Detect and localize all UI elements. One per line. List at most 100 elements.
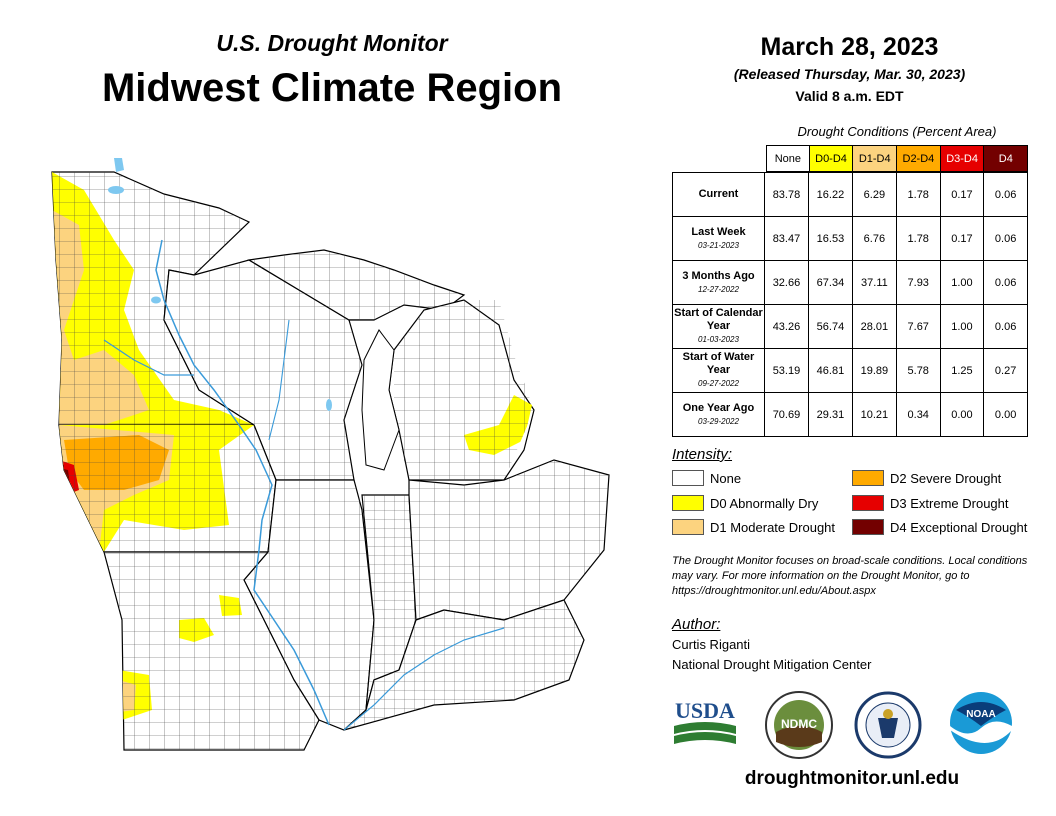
usda-logo-text: USDA xyxy=(675,698,735,723)
table-column-header: D1-D4 xyxy=(853,145,898,172)
lake-red xyxy=(108,186,124,194)
drought-map xyxy=(44,150,632,780)
table-row-label: One Year Ago 03-29-2022 xyxy=(672,392,765,437)
lake-mille-lacs xyxy=(151,296,161,304)
iowa-drought xyxy=(59,425,276,552)
doc-seal-logo xyxy=(854,691,922,759)
table-cell: 46.81 xyxy=(807,348,853,393)
table-cell: 6.29 xyxy=(851,172,897,217)
lake-michigan xyxy=(361,329,400,471)
region-map-svg xyxy=(51,158,610,751)
row-label-text: Start of Calendar Year xyxy=(674,307,763,332)
row-label-text: Current xyxy=(698,188,739,200)
row-label-date: 03-21-2023 xyxy=(698,240,739,250)
table-cell: 19.89 xyxy=(851,348,897,393)
usda-logo: USDA xyxy=(674,698,736,744)
author-organization: National Drought Mitigation Center xyxy=(672,657,872,672)
noaa-logo-text: NOAA xyxy=(966,709,995,720)
table-column-header: D4 xyxy=(984,145,1029,172)
noaa-logo: NOAA xyxy=(950,692,1012,754)
map-date: March 28, 2023 xyxy=(760,33,939,61)
row-label-date: 09-27-2022 xyxy=(698,379,739,388)
author-heading: Author: xyxy=(672,616,721,633)
drought-monitor-url[interactable]: droughtmonitor.unl.edu xyxy=(744,768,960,789)
legend-swatch xyxy=(672,470,704,486)
legend-label: D4 Exceptional Drought xyxy=(890,519,1028,535)
legend-label: D2 Severe Drought xyxy=(890,470,1002,486)
table-cell: 37.11 xyxy=(851,260,897,305)
legend-swatch xyxy=(852,470,884,486)
row-label-text: Last Week xyxy=(691,225,746,238)
legend-swatch xyxy=(852,495,884,511)
legend-item: D3 Extreme Drought xyxy=(852,495,1009,511)
table-cell: 0.17 xyxy=(939,172,985,217)
map-subtitle: U.S. Drought Monitor xyxy=(216,30,448,56)
row-label-text: One Year Ago xyxy=(682,401,755,414)
table-cell: 0.06 xyxy=(983,216,1028,261)
valid-time: Valid 8 a.m. EDT xyxy=(795,88,904,104)
table-cell: 83.47 xyxy=(763,216,809,261)
legend-label: None xyxy=(710,470,742,486)
legend-label: D0 Abnormally Dry xyxy=(710,495,819,511)
table-cell: 6.76 xyxy=(851,216,897,261)
map-title: Midwest Climate Region xyxy=(101,66,563,110)
table-cell: 0.00 xyxy=(939,392,985,437)
drought-monitor-note: The Drought Monitor focuses on broad-sca… xyxy=(672,555,1028,597)
table-cell: 1.25 xyxy=(939,348,985,393)
table-cell: 70.69 xyxy=(763,392,809,437)
author-name: Curtis Riganti xyxy=(672,637,751,652)
table-row-label: Current xyxy=(672,172,765,217)
table-cell: 29.31 xyxy=(807,392,853,437)
legend-title: Intensity: xyxy=(672,446,733,463)
table-cell: 43.26 xyxy=(763,304,809,349)
table-cell: 28.01 xyxy=(851,304,897,349)
table-cell: 5.78 xyxy=(895,348,941,393)
table-row-label: 3 Months Ago 12-27-2022 xyxy=(672,260,765,305)
partner-logos: USDA NDMC NOAA xyxy=(672,690,1032,762)
table-row-label: Start of Calendar Year 01-03-2023 xyxy=(672,304,765,349)
table-cell: 16.22 xyxy=(807,172,853,217)
legend-label: D3 Extreme Drought xyxy=(890,495,1009,511)
table-cell: 7.93 xyxy=(895,260,941,305)
legend-label: D1 Moderate Drought xyxy=(710,519,836,535)
table-column-header: D0-D4 xyxy=(809,145,854,172)
table-cell: 1.78 xyxy=(895,172,941,217)
table-cell: 0.06 xyxy=(983,172,1028,217)
table-cell: 0.17 xyxy=(939,216,985,261)
table-row: Last Week 03-21-2023 83.47 16.53 6.76 1.78 0.1… xyxy=(672,216,1028,261)
table-cell: 56.74 xyxy=(807,304,853,349)
row-label-text: 3 Months Ago xyxy=(682,269,755,282)
table-cell: 1.00 xyxy=(939,304,985,349)
legend-item: None xyxy=(672,470,741,486)
ndmc-logo: NDMC xyxy=(765,691,833,759)
table-cell: 1.00 xyxy=(939,260,985,305)
table-row-label: Start of Water Year 09-27-2022 xyxy=(672,348,765,393)
row-label-date: 03-29-2022 xyxy=(698,416,739,426)
table-column-headers: None D0-D4 D1-D4 D2-D4 D3-D4 D4 xyxy=(766,145,1029,172)
table-column-header: D3-D4 xyxy=(940,145,985,172)
legend-item: D4 Exceptional Drought xyxy=(852,519,1027,535)
legend-item: D1 Moderate Drought xyxy=(672,519,835,535)
table-row: Start of Calendar Year 01-03-2023 43.26 56.… xyxy=(672,304,1028,349)
table-cell: 0.00 xyxy=(983,392,1028,437)
table-column-header: D2-D4 xyxy=(897,145,941,172)
legend-swatch xyxy=(852,519,884,535)
row-label-date: 12-27-2022 xyxy=(698,284,739,294)
drought-stats-table: Current 83.78 16.22 6.29 1.78 0.17 0.06 Last We… xyxy=(672,172,1028,437)
table-caption: Drought Conditions (Percent Area) xyxy=(797,124,997,139)
table-column-header: None xyxy=(766,145,810,172)
mississippi-river xyxy=(155,239,330,726)
table-cell: 1.78 xyxy=(895,216,941,261)
table-row: Start of Water Year 09-27-2022 53.19 46.81 1… xyxy=(672,348,1028,393)
wisconsin-river xyxy=(268,319,290,441)
legend-swatch xyxy=(672,519,704,535)
ndmc-logo-text: NDMC xyxy=(781,717,817,731)
table-cell: 32.66 xyxy=(763,260,809,305)
table-row: Current 83.78 16.22 6.29 1.78 0.17 0.06 xyxy=(672,172,1028,217)
legend-item: D2 Severe Drought xyxy=(852,470,1001,486)
table-cell: 16.53 xyxy=(807,216,853,261)
table-row: 3 Months Ago 12-27-2022 32.66 67.34 37.11 7.9… xyxy=(672,260,1028,305)
table-row: One Year Ago 03-29-2022 70.69 29.31 10.21 0.3… xyxy=(672,392,1028,437)
lake-winnebago xyxy=(326,399,332,411)
table-cell: 83.78 xyxy=(763,172,809,217)
